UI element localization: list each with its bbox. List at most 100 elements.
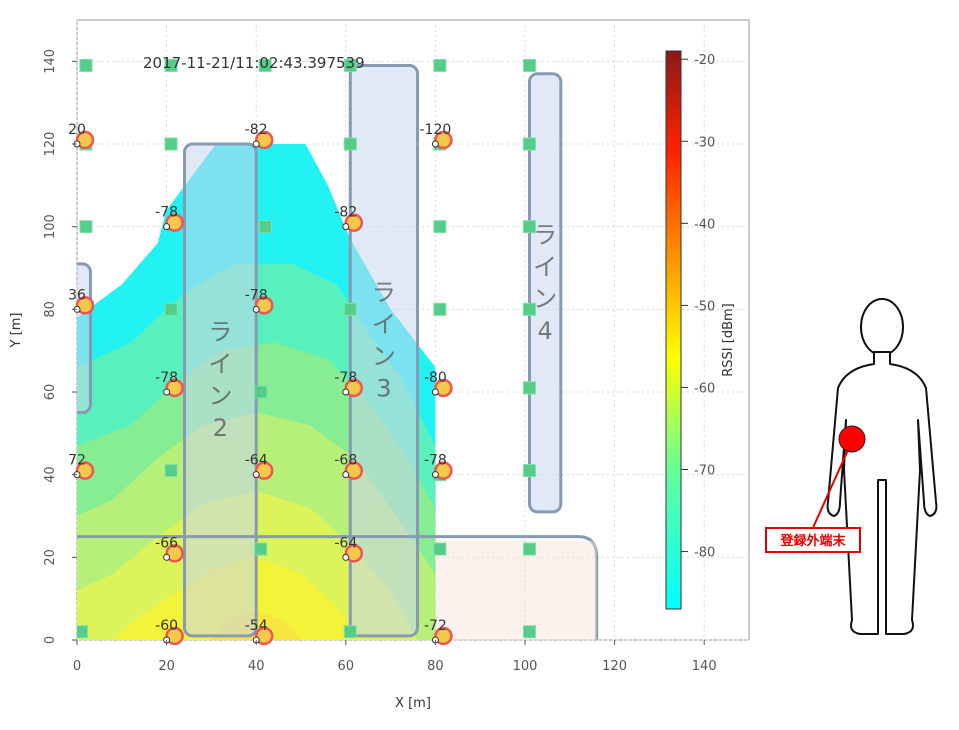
measurement-points: 20 -82 -120 -78 -82 36 -78 -78 -78 -80 72 -64 -68 -78… [68, 122, 453, 646]
sensor-marker [343, 58, 357, 72]
sensor-marker [77, 625, 88, 639]
rssi-value-label: -78 [245, 287, 268, 303]
colorbar-tick-label: -40 [694, 217, 715, 232]
measurement-ring [254, 626, 274, 646]
sensor-marker [343, 137, 357, 151]
device-leader-line [811, 449, 849, 531]
y-tick-label: 120 [43, 132, 58, 157]
measurement-ring [434, 461, 453, 480]
measurement-ring [434, 378, 453, 398]
sensor-marker [258, 220, 272, 234]
rssi-value-label: -82 [334, 205, 357, 221]
production-line-label-char: イ [533, 253, 557, 281]
x-tick-label: 120 [602, 659, 627, 674]
measurement-point [342, 553, 350, 561]
device-label-box [765, 527, 861, 553]
production-line-label-char: イ [372, 311, 396, 339]
device-label: 登録外端末 [779, 533, 846, 549]
sensor-marker [522, 302, 536, 316]
production-line-label-char: ラ [533, 221, 557, 249]
sensor-marker [433, 220, 447, 234]
sensor-marker [343, 302, 357, 316]
sensor-marker [164, 58, 178, 72]
rssi-value-label: -80 [424, 370, 447, 386]
device-dot [838, 425, 866, 453]
production-line-label: ライン 2 [208, 318, 232, 442]
production-line-label-char: ン [208, 382, 232, 410]
x-axis-title: X [m] [395, 696, 431, 711]
measurement-point [431, 140, 439, 148]
sensor-marker [522, 464, 536, 478]
rssi-value-label: -120 [420, 122, 452, 138]
measurement-point [252, 140, 260, 148]
measurement-point [342, 223, 350, 231]
measurement-ring [434, 626, 453, 646]
y-tick-label: 60 [43, 384, 58, 401]
measurement-point [252, 471, 260, 479]
measurement-ring [254, 461, 274, 480]
production-line-label-char: ラ [372, 279, 396, 307]
colorbar-ticks: -20 -30 -40 -50 -60 -70 -80 [681, 53, 715, 561]
sensor-marker [258, 58, 272, 72]
rssi-value-label: -68 [334, 453, 357, 469]
x-tick-label: 60 [338, 659, 355, 674]
x-axis: 0 20 40 60 80 100 120 140 [73, 640, 717, 674]
y-tick-label: 100 [43, 214, 58, 239]
measurement-point [431, 388, 439, 396]
sensor-marker [164, 302, 178, 316]
rssi-value-label: -64 [245, 453, 268, 469]
sensor-marker [343, 625, 357, 639]
measurement-ring [344, 213, 364, 232]
sensor-marker [254, 542, 268, 556]
colorbar-tick-label: -30 [694, 135, 715, 150]
measurement-ring [344, 544, 364, 563]
area-fill-bottom-right [435, 540, 597, 640]
measurement-ring [254, 296, 274, 315]
colorbar-tick-label: -60 [694, 381, 715, 396]
sensor-marker [164, 137, 178, 151]
production-line-label-char: 2 [213, 414, 228, 442]
measurement-ring [165, 626, 184, 646]
y-tick-label: 20 [43, 549, 58, 566]
human-body-icon [826, 298, 938, 635]
production-line-label-char: 4 [538, 317, 553, 345]
measurement-ring [344, 461, 364, 480]
rssi-value-label: 20 [68, 122, 86, 138]
colorbar-tick-label: -70 [694, 464, 715, 479]
measurement-ring [165, 378, 184, 398]
colorbar-tick-label: -80 [694, 546, 715, 561]
production-line-label-char: 3 [376, 375, 391, 403]
production-line-label: ライン 4 [533, 221, 557, 345]
colorbar-tick-label: -50 [694, 299, 715, 314]
sensor-marker [522, 542, 536, 556]
sensor-marker [522, 220, 536, 234]
rssi-value-label: -64 [334, 535, 357, 551]
y-axis: 0 20 40 60 80 100 120 140 [43, 49, 77, 644]
sensor-marker [522, 625, 536, 639]
y-axis-title: Y [m] [9, 313, 24, 349]
y-tick-label: 0 [43, 636, 58, 644]
y-tick-label: 140 [43, 49, 58, 74]
sensor-marker [164, 464, 178, 478]
sensor-marker [522, 58, 536, 72]
measurement-ring [165, 544, 184, 563]
rssi-value-label: -78 [334, 370, 357, 386]
colorbar-title: RSSI [dBm] [721, 303, 736, 376]
sensor-marker [254, 385, 268, 399]
measurement-point [252, 305, 260, 313]
x-tick-label: 140 [692, 659, 717, 674]
colorbar: -20 -30 -40 -50 -60 -70 -80 RSSI [dBm] [665, 50, 736, 610]
measurement-point [342, 471, 350, 479]
x-tick-label: 100 [513, 659, 538, 674]
colorbar-gradient [665, 50, 682, 610]
production-line-label-char: ン [372, 343, 396, 371]
rssi-value-label: -72 [424, 618, 447, 634]
measurement-ring [254, 130, 274, 150]
rssi-value-label: -60 [155, 618, 178, 634]
measurement-point [342, 388, 350, 396]
rssi-value-label: -78 [155, 205, 178, 221]
x-tick-label: 0 [73, 659, 81, 674]
area-outline-bottom [77, 535, 599, 640]
